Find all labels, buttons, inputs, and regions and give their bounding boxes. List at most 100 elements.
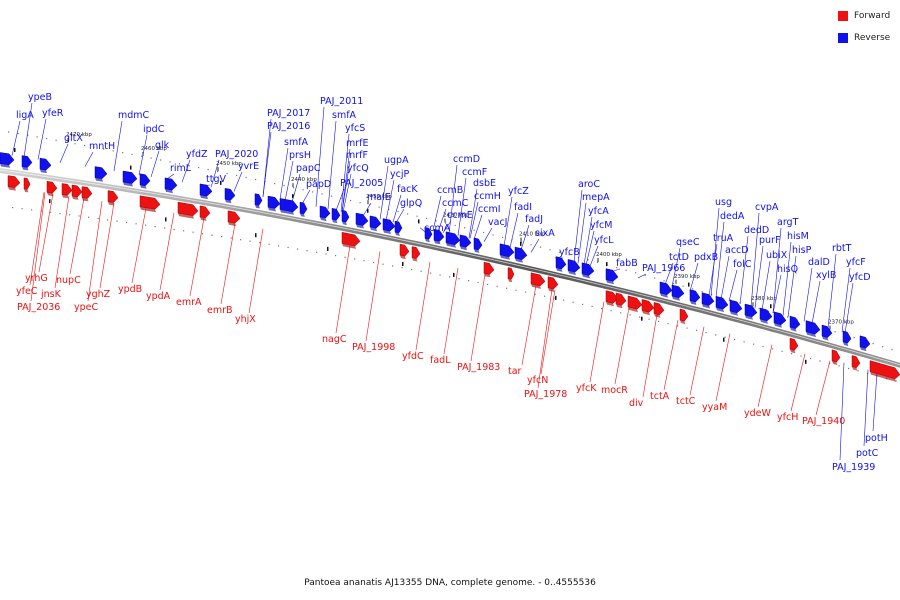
gene-arrow-shadow xyxy=(268,207,276,212)
forward-leader-line xyxy=(415,261,431,351)
scale-dot-lower xyxy=(21,208,23,210)
scale-dot-lower xyxy=(202,233,204,235)
scale-dot-upper xyxy=(511,239,513,241)
reverse-gene-label: smfA xyxy=(332,110,357,121)
forward-gene-arrow xyxy=(227,210,241,224)
scale-dot-upper xyxy=(473,229,475,231)
forward-gene-arrow xyxy=(653,302,665,316)
reverse-gene-label: ycjP xyxy=(390,169,409,180)
scale-dot-upper xyxy=(55,139,57,141)
reverse-leader-line xyxy=(284,160,294,201)
forward-gene-label: ypdA xyxy=(146,291,171,302)
reverse-gene-arrow xyxy=(394,220,403,234)
reverse-leader-line xyxy=(340,133,350,212)
reverse-leader-line xyxy=(754,245,764,309)
scale-dot-lower xyxy=(88,216,90,218)
gene-arrow-shadow xyxy=(40,169,47,174)
scale-dot-upper xyxy=(416,215,418,217)
reverse-leader-line xyxy=(210,159,220,188)
scale-dot-lower xyxy=(392,265,394,267)
gene-arrow-shadow xyxy=(832,360,838,366)
gene-arrow-shadow xyxy=(474,249,480,253)
forward-gene-label: nagC xyxy=(322,334,347,345)
scale-dot-upper xyxy=(131,153,133,155)
forward-gene-arrow xyxy=(139,195,161,210)
scale-dot-upper xyxy=(93,146,95,148)
reverse-gene-label: cvpA xyxy=(755,202,779,213)
reverse-gene-label: yfcS xyxy=(345,123,365,134)
kbp-tick-label: 2460 kbp xyxy=(141,146,167,152)
scale-dot-lower xyxy=(278,245,280,247)
reverse-gene-label: yfcL xyxy=(594,235,614,246)
forward-gene-label: yhjX xyxy=(235,314,256,325)
gene-arrow-shadow xyxy=(300,213,305,217)
reverse-gene-label: ccmD xyxy=(453,154,480,165)
forward-gene-arrow xyxy=(789,337,799,351)
forward-leader-line xyxy=(537,289,553,389)
forward-leader-line xyxy=(30,192,46,302)
forward-gene-arrow xyxy=(547,276,559,290)
reverse-gene-label: mrfE xyxy=(346,138,369,149)
scale-dot-upper xyxy=(8,131,10,133)
forward-gene-arrow xyxy=(341,231,361,247)
scale-dot-upper xyxy=(549,249,551,251)
kbp-tick-label: 2390 kbp xyxy=(674,274,700,280)
scale-dot-lower xyxy=(639,316,641,318)
reverse-gene-label: hisP xyxy=(792,245,812,256)
forward-gene-arrow xyxy=(107,190,119,203)
reverse-gene-label: ubiX xyxy=(766,250,788,261)
reverse-gene-label: aroC xyxy=(578,179,600,190)
reverse-gene-label: ccmA xyxy=(424,223,451,234)
forward-leader-line xyxy=(248,228,264,314)
reverse-gene-label: usg xyxy=(715,197,732,208)
scale-dot-lower xyxy=(658,320,660,322)
forward-gene-label: emrB xyxy=(207,305,233,316)
scale-dot-upper xyxy=(435,220,437,222)
reverse-gene-label: yfcZ xyxy=(508,186,529,197)
gene-arrow-shadow xyxy=(484,273,491,278)
gene-arrow-shadow xyxy=(72,196,79,200)
reverse-leader-line xyxy=(583,216,593,265)
reverse-gene-label: prsH xyxy=(289,150,311,161)
forward-leader-line xyxy=(715,333,731,402)
reverse-leader-line xyxy=(279,147,289,200)
reverse-gene-arrow xyxy=(715,295,729,310)
gene-arrow-shadow xyxy=(434,240,441,245)
scale-dot-upper xyxy=(540,246,542,248)
scale-dot-upper xyxy=(188,165,190,167)
scale-dot-upper xyxy=(122,152,124,154)
forward-gene-arrow xyxy=(177,201,199,216)
scale-dot-upper xyxy=(378,206,380,208)
forward-gene-label: nupC xyxy=(56,275,81,286)
scale-dot-lower xyxy=(591,305,593,307)
gene-arrow-shadow xyxy=(342,221,347,226)
reverse-gene-label: facK xyxy=(397,184,418,195)
gene-arrow-shadow xyxy=(356,224,364,229)
scale-dot-upper xyxy=(169,161,171,163)
reverse-leader-line xyxy=(573,189,583,263)
scale-dot-lower xyxy=(449,276,451,278)
marker-tick xyxy=(418,219,420,224)
gene-arrow-shadow xyxy=(0,163,10,168)
reverse-gene-arrow xyxy=(254,193,263,206)
scale-dot-upper xyxy=(454,224,456,226)
scale-dot-lower xyxy=(582,303,584,305)
reverse-leader-line xyxy=(342,173,352,213)
scale-dot-upper xyxy=(464,227,466,229)
scale-dot-lower xyxy=(135,223,137,225)
reverse-gene-label: malE xyxy=(367,192,391,203)
gene-arrow-shadow xyxy=(806,331,816,338)
reverse-leader-line xyxy=(637,273,647,279)
reverse-leader-line xyxy=(341,148,351,212)
scale-dot-lower xyxy=(715,334,717,336)
reverse-gene-arrow xyxy=(842,330,852,344)
forward-leader-line xyxy=(589,301,605,383)
forward-gene-label: mocR xyxy=(601,385,628,396)
gene-arrow-shadow xyxy=(500,254,510,260)
forward-gene-arrow xyxy=(507,267,515,280)
reverse-leader-line xyxy=(37,118,47,160)
scale-dot-lower xyxy=(781,350,783,352)
reverse-gene-arrow xyxy=(459,234,472,248)
forward-gene-arrow xyxy=(605,290,619,304)
reverse-leader-line xyxy=(839,362,845,461)
